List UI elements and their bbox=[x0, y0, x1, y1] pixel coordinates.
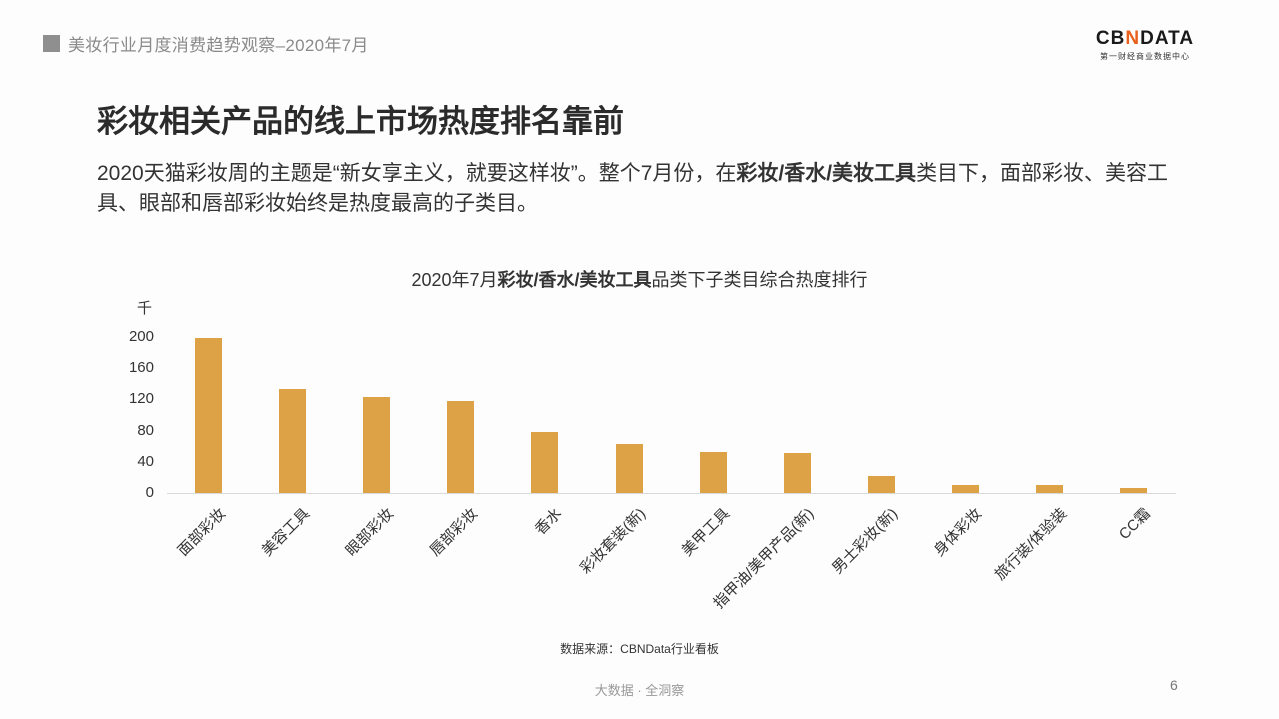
bar bbox=[951, 485, 979, 493]
chart-title-bold: 彩妆/香水/美妆工具 bbox=[497, 270, 652, 290]
logo-brand: CBNDATA bbox=[1095, 29, 1195, 49]
header: 美妆行业月度消费趋势观察–2020年7月 bbox=[43, 31, 369, 56]
logo-brand-x: N bbox=[1125, 28, 1141, 49]
description: 2020天猫彩妆周的主题是“新女享主义，就要这样妆”。整个7月份，在彩妆/香水/… bbox=[97, 159, 1192, 219]
x-tick-label: 香水 bbox=[531, 505, 566, 539]
y-tick: 200 bbox=[128, 328, 154, 345]
bar bbox=[195, 337, 222, 493]
bar bbox=[699, 451, 727, 493]
chart-title: 2020年7月彩妆/香水/美妆工具品类下子类目综合热度排行 bbox=[0, 266, 1279, 292]
chart-title-pre: 2020年7月 bbox=[411, 270, 498, 290]
x-axis-line bbox=[167, 493, 1176, 494]
x-tick-label: CC霜 bbox=[1115, 505, 1154, 544]
y-axis-unit: 千 bbox=[137, 300, 153, 317]
header-square-icon bbox=[43, 35, 60, 52]
data-source: 数据来源：CBNData行业看板 bbox=[560, 642, 719, 656]
description-bold: 彩妆/香水/美妆工具 bbox=[736, 162, 917, 185]
y-tick: 0 bbox=[145, 484, 154, 501]
y-tick: 160 bbox=[128, 359, 154, 376]
x-tick-label: 美甲工具 bbox=[678, 505, 734, 560]
bar bbox=[447, 400, 475, 493]
page-title: 彩妆相关产品的线上市场热度排名靠前 bbox=[97, 104, 624, 139]
cbndata-logo: CBNDATA 第一财经商业数据中心 bbox=[1095, 29, 1195, 62]
description-part2: 类目下，面部彩妆、美容工具、眼部和唇部彩妆始终是热度最高的子类目。 bbox=[97, 162, 1169, 215]
bar bbox=[867, 475, 895, 493]
x-tick-label: 面部彩妆 bbox=[174, 505, 229, 560]
x-tick-label: 身体彩妆 bbox=[931, 505, 986, 560]
chart-title-post: 品类下子类目综合热度排行 bbox=[651, 270, 868, 290]
x-tick-label: 眼部彩妆 bbox=[342, 505, 397, 560]
logo-subtitle: 第一财经商业数据中心 bbox=[1100, 52, 1190, 61]
header-title: 美妆行业月度消费趋势观察–2020年7月 bbox=[68, 36, 369, 55]
description-part1: 2020天猫彩妆周的主题是“新女享主义，就要这样妆”。整个7月份，在 bbox=[97, 162, 737, 185]
bar bbox=[531, 432, 559, 493]
x-tick-label: 美容工具 bbox=[258, 505, 313, 560]
page-number: 6 bbox=[1170, 677, 1178, 693]
bar bbox=[783, 453, 811, 493]
y-tick: 80 bbox=[137, 422, 154, 439]
x-tick-label: 彩妆套装(新) bbox=[577, 505, 650, 578]
bar bbox=[615, 443, 643, 493]
bar bbox=[279, 389, 307, 493]
logo-brand-post: DATA bbox=[1140, 28, 1195, 49]
y-tick: 40 bbox=[137, 453, 154, 470]
bar bbox=[363, 397, 391, 493]
bar bbox=[1120, 488, 1148, 493]
logo-brand-pre: CB bbox=[1095, 28, 1126, 49]
x-tick-label: 唇部彩妆 bbox=[426, 505, 481, 560]
x-tick-label: 旅行装/体验装 bbox=[991, 505, 1070, 584]
footer-slogan: 大数据 · 全洞察 bbox=[594, 683, 685, 698]
bar bbox=[1036, 485, 1063, 493]
y-tick: 120 bbox=[128, 390, 154, 407]
x-tick-label: 男士彩妆(新) bbox=[829, 505, 902, 578]
